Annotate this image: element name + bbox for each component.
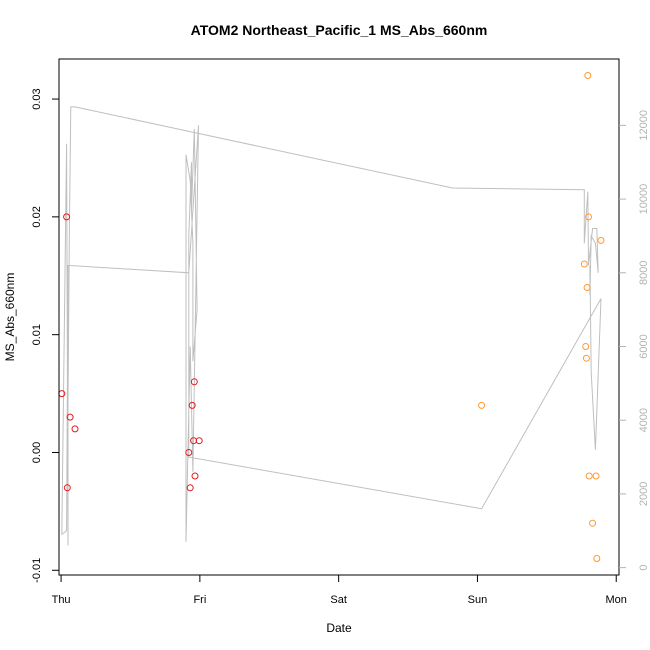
plot-frame (59, 59, 619, 575)
data-point (583, 344, 589, 350)
data-point (72, 426, 78, 432)
y-axis-right: 0 2000 4000 6000 8000 10000 12000 (619, 110, 650, 571)
x-tick-label: Sat (330, 594, 347, 606)
data-point (586, 473, 592, 479)
data-point (581, 261, 587, 267)
y-axis-label: MS_Abs_660nm (3, 273, 17, 362)
y-tick-label: 0.01 (31, 324, 43, 345)
y-tick-label: 0.03 (31, 88, 43, 109)
points-layer (59, 73, 604, 562)
x-axis-label: Date (326, 621, 352, 635)
x-tick-label: Mon (606, 594, 627, 606)
y2-tick-label: 8000 (638, 261, 650, 285)
y-tick-label: 0.00 (31, 442, 43, 463)
chart-title: ATOM2 Northeast_Pacific_1 MS_Abs_660nm (191, 22, 488, 38)
data-point (594, 556, 600, 562)
y2-tick-label: 6000 (638, 334, 650, 358)
data-point (585, 73, 591, 79)
depth-line-layer (62, 107, 601, 546)
y2-tick-label: 12000 (638, 110, 650, 141)
y2-tick-label: 2000 (638, 482, 650, 506)
data-point (598, 237, 604, 243)
data-point (479, 402, 485, 408)
data-point (583, 355, 589, 361)
y2-tick-label: 0 (638, 565, 650, 571)
y-tick-label: 0.02 (31, 206, 43, 227)
data-point (187, 485, 193, 491)
y2-tick-label: 10000 (638, 184, 650, 215)
data-point (593, 473, 599, 479)
depth-line (62, 107, 601, 546)
x-axis: Thu Fri Sat Sun Mon (52, 575, 627, 606)
x-tick-label: Fri (193, 594, 206, 606)
x-tick-label: Thu (52, 594, 71, 606)
y-axis-left: -0.01 0.00 0.01 0.02 0.03 (31, 88, 59, 582)
x-tick-label: Sun (468, 594, 488, 606)
y2-tick-label: 4000 (638, 408, 650, 432)
data-point (192, 473, 198, 479)
y-tick-label: -0.01 (31, 558, 43, 583)
data-point (584, 285, 590, 291)
data-point (590, 520, 596, 526)
